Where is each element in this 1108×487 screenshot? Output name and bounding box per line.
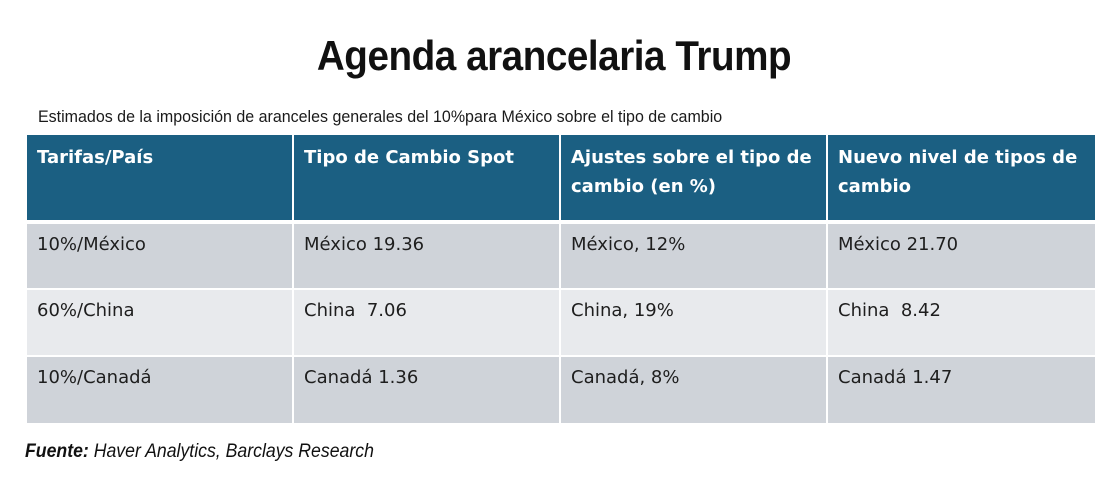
table-row: 10%/Canadá Canadá 1.36 Canadá, 8% Canadá… (27, 355, 1095, 423)
column-header-new-level: Nuevo nivel de tipos de cambio (826, 135, 1095, 224)
table-cell: China 8.42 (826, 288, 1095, 356)
source-text: Haver Analytics, Barclays Research (93, 441, 374, 462)
table-cell: Canadá, 8% (559, 355, 827, 423)
table-cell: Canadá 1.36 (292, 355, 560, 423)
table-header-row: Tarifas/País Tipo de Cambio Spot Ajustes… (27, 135, 1095, 224)
table-subtitle: Estimados de la imposición de aranceles … (38, 108, 723, 126)
page-title: Agenda arancelaria Trump (316, 32, 792, 79)
table-cell: 10%/México (27, 221, 293, 289)
table-cell: México 19.36 (292, 221, 560, 289)
column-header-adjustment: Ajustes sobre el tipo de cambio (en %) (559, 135, 827, 224)
table-cell: 10%/Canadá (27, 355, 293, 423)
source-label: Fuente: (25, 441, 89, 462)
column-header-spot-rate: Tipo de Cambio Spot (292, 135, 560, 224)
table-cell: 60%/China (27, 288, 293, 356)
table-cell: Canadá 1.47 (826, 355, 1095, 423)
table-cell: China 7.06 (292, 288, 560, 356)
table-cell: México, 12% (559, 221, 827, 289)
table-cell: México 21.70 (826, 221, 1095, 289)
table-row: 60%/China China 7.06 China, 19% China 8.… (27, 288, 1095, 356)
column-header-tariff-country: Tarifas/País (27, 135, 293, 224)
exchange-rate-table: Tarifas/País Tipo de Cambio Spot Ajustes… (27, 135, 1095, 423)
table-cell: China, 19% (559, 288, 827, 356)
table-row: 10%/México México 19.36 México, 12% Méxi… (27, 221, 1095, 289)
source-note: Fuente: Haver Analytics, Barclays Resear… (25, 441, 374, 463)
